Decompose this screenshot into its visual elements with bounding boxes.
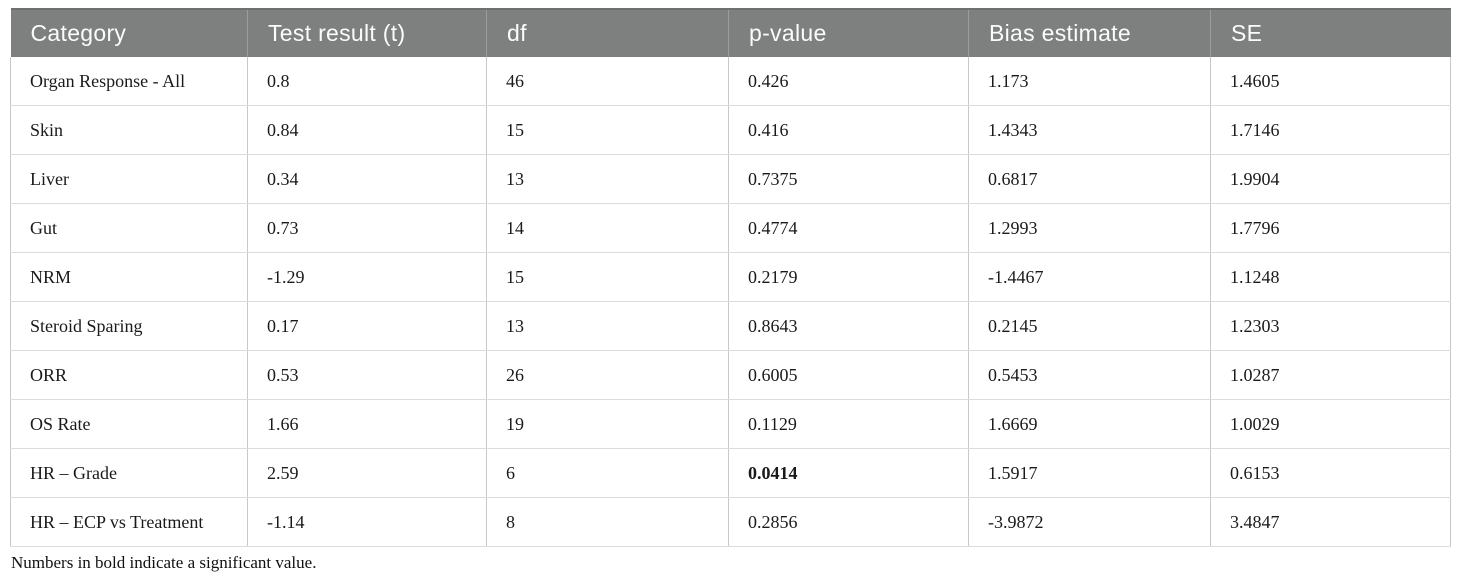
column-header-category: Category [10,8,248,57]
cell-p: 0.2856 [728,497,969,547]
cell-bias: 1.5917 [968,448,1211,498]
cell-t: 1.66 [247,399,487,449]
cell-p: 0.7375 [728,154,969,204]
cell-t: -1.29 [247,252,487,302]
column-header-df: df [486,8,729,57]
cell-p: 0.8643 [728,301,969,351]
cell-df: 15 [486,105,729,155]
cell-df: 13 [486,154,729,204]
cell-se: 3.4847 [1210,497,1451,547]
cell-se: 1.7796 [1210,203,1451,253]
cell-se: 1.1248 [1210,252,1451,302]
cell-bias: 0.6817 [968,154,1211,204]
cell-category: OS Rate [10,399,248,449]
cell-df: 13 [486,301,729,351]
cell-p: 0.1129 [728,399,969,449]
cell-t: 0.34 [247,154,487,204]
cell-bias: 0.5453 [968,350,1211,400]
cell-bias: 0.2145 [968,301,1211,351]
cell-se: 1.7146 [1210,105,1451,155]
header-row: Category Test result (t) df p-value Bias… [10,8,1451,57]
cell-t: 0.84 [247,105,487,155]
cell-bias: 1.173 [968,57,1211,106]
cell-p-significant: 0.0414 [728,448,969,498]
table-row: ORR 0.53 26 0.6005 0.5453 1.0287 [10,350,1451,400]
table-row: Gut 0.73 14 0.4774 1.2993 1.7796 [10,203,1451,253]
table-body: Organ Response - All 0.8 46 0.426 1.173 … [10,57,1451,547]
table-row: Skin 0.84 15 0.416 1.4343 1.7146 [10,105,1451,155]
table-row: Steroid Sparing 0.17 13 0.8643 0.2145 1.… [10,301,1451,351]
cell-p: 0.4774 [728,203,969,253]
table-row: HR – Grade 2.59 6 0.0414 1.5917 0.6153 [10,448,1451,498]
cell-t: 0.8 [247,57,487,106]
table-footnote: Numbers in bold indicate a significant v… [11,553,317,572]
table-row: NRM -1.29 15 0.2179 -1.4467 1.1248 [10,252,1451,302]
cell-category: NRM [10,252,248,302]
cell-df: 46 [486,57,729,106]
table-row: Organ Response - All 0.8 46 0.426 1.173 … [10,57,1451,106]
table-header: Category Test result (t) df p-value Bias… [10,8,1451,57]
cell-bias: 1.4343 [968,105,1211,155]
table-row: HR – ECP vs Treatment -1.14 8 0.2856 -3.… [10,497,1451,547]
cell-se: 1.4605 [1210,57,1451,106]
table-figure: Category Test result (t) df p-value Bias… [10,8,1451,573]
column-header-se: SE [1210,8,1451,57]
cell-t: -1.14 [247,497,487,547]
cell-bias: -3.9872 [968,497,1211,547]
cell-se: 1.2303 [1210,301,1451,351]
cell-category: HR – Grade [10,448,248,498]
cell-p: 0.2179 [728,252,969,302]
cell-category: Steroid Sparing [10,301,248,351]
cell-category: Organ Response - All [10,57,248,106]
cell-df: 14 [486,203,729,253]
cell-category: ORR [10,350,248,400]
cell-t: 2.59 [247,448,487,498]
cell-df: 19 [486,399,729,449]
cell-df: 8 [486,497,729,547]
cell-se: 1.0029 [1210,399,1451,449]
cell-t: 0.53 [247,350,487,400]
table-row: OS Rate 1.66 19 0.1129 1.6669 1.0029 [10,399,1451,449]
table-row: Liver 0.34 13 0.7375 0.6817 1.9904 [10,154,1451,204]
cell-se: 0.6153 [1210,448,1451,498]
results-table: Category Test result (t) df p-value Bias… [10,8,1451,547]
cell-category: Liver [10,154,248,204]
cell-p: 0.416 [728,105,969,155]
cell-p: 0.426 [728,57,969,106]
cell-bias: -1.4467 [968,252,1211,302]
cell-category: Gut [10,203,248,253]
cell-p: 0.6005 [728,350,969,400]
column-header-p-value: p-value [728,8,969,57]
cell-category: HR – ECP vs Treatment [10,497,248,547]
cell-df: 15 [486,252,729,302]
cell-df: 6 [486,448,729,498]
cell-bias: 1.2993 [968,203,1211,253]
cell-t: 0.73 [247,203,487,253]
cell-df: 26 [486,350,729,400]
cell-bias: 1.6669 [968,399,1211,449]
cell-category: Skin [10,105,248,155]
cell-se: 1.0287 [1210,350,1451,400]
cell-t: 0.17 [247,301,487,351]
cell-se: 1.9904 [1210,154,1451,204]
column-header-bias-estimate: Bias estimate [968,8,1211,57]
column-header-test-result: Test result (t) [247,8,487,57]
